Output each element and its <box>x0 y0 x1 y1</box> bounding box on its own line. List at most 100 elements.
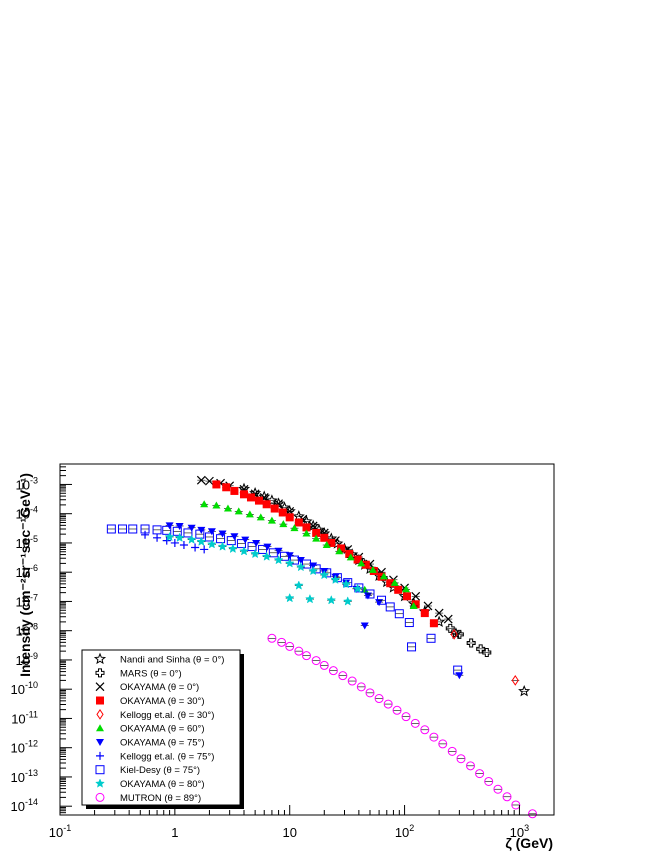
data-point <box>337 544 346 553</box>
data-point <box>347 676 357 686</box>
data-point <box>186 534 197 544</box>
data-point <box>254 496 263 505</box>
legend-label: OKAYAMA (θ = 80°) <box>120 779 205 790</box>
data-point <box>407 642 417 652</box>
data-point <box>330 574 341 584</box>
data-point <box>279 551 289 561</box>
data-point <box>200 545 209 554</box>
legend-entry: MUTRON (θ = 89°) <box>95 792 201 804</box>
data-point <box>204 532 214 542</box>
data-point <box>290 524 299 532</box>
data-point <box>293 580 304 590</box>
legend-entry: OKAYAMA (θ = 80°) <box>95 778 205 790</box>
data-point <box>267 516 276 524</box>
data-point <box>484 776 494 786</box>
data-point <box>295 561 306 572</box>
series-1 <box>445 623 492 657</box>
legend-entry: MARS (θ = 0°) <box>95 668 182 679</box>
data-point <box>179 541 188 550</box>
legend-label: MARS (θ = 0°) <box>120 668 182 679</box>
data-point <box>196 536 207 546</box>
data-point <box>294 518 303 527</box>
data-point <box>267 633 277 643</box>
x-axis: 10-1 1 10 102 103 <box>49 805 555 840</box>
data-point <box>365 688 375 698</box>
data-point <box>175 522 184 530</box>
data-point <box>302 523 311 532</box>
series-5 <box>200 500 418 609</box>
data-point <box>273 554 284 565</box>
data-point <box>345 549 354 558</box>
data-point <box>409 601 418 609</box>
series-4 <box>450 628 520 686</box>
data-point <box>227 543 238 554</box>
legend-label: OKAYAMA (θ = 75°) <box>120 738 205 749</box>
data-point <box>236 539 246 549</box>
y-tick-label: 10-9 <box>16 651 38 668</box>
data-point <box>294 646 304 656</box>
data-point <box>328 666 338 676</box>
data-point <box>353 555 362 564</box>
data-point <box>420 725 430 735</box>
data-point <box>402 585 411 593</box>
data-point <box>518 684 531 697</box>
data-point <box>258 490 271 502</box>
legend-marker <box>96 724 104 732</box>
data-point <box>230 486 239 495</box>
data-point <box>341 579 352 589</box>
data-point <box>356 682 366 692</box>
data-point <box>250 548 261 559</box>
y-axis-title: Intensity (cm⁻²sr⁻¹sec⁻¹GeV⁻¹) <box>17 473 33 677</box>
data-point <box>191 543 200 552</box>
data-point <box>212 501 221 509</box>
data-point <box>207 528 216 536</box>
data-point <box>222 483 231 492</box>
y-tick-label: 10-5 <box>16 534 38 551</box>
data-point <box>404 618 414 628</box>
y-tick-label: 10-3 <box>16 475 38 492</box>
data-point <box>217 541 228 551</box>
data-point <box>128 524 138 534</box>
y-tick-label: 10-4 <box>16 505 38 522</box>
data-point <box>511 674 519 686</box>
legend-entry: Kiel-Desy (θ = 75°) <box>95 765 200 776</box>
legend-marker <box>95 682 105 692</box>
data-point <box>456 754 466 764</box>
legend-marker <box>95 765 105 775</box>
data-point <box>447 746 457 756</box>
data-point <box>164 531 175 542</box>
data-point <box>277 637 287 647</box>
data-point <box>357 559 366 567</box>
series-10 <box>267 633 538 819</box>
data-point <box>153 533 162 542</box>
data-point <box>240 490 249 499</box>
legend-label: MUTRON (θ = 89°) <box>120 793 201 804</box>
series-9 <box>164 531 363 606</box>
legend-marker <box>95 778 105 788</box>
data-point <box>262 500 271 509</box>
data-point <box>284 558 295 568</box>
data-point <box>454 629 464 639</box>
data-point <box>410 718 420 728</box>
x-tick-label: 10-1 <box>49 823 71 840</box>
data-point <box>106 524 116 534</box>
data-point <box>152 525 162 535</box>
data-point <box>246 493 255 502</box>
legend-entry: Nandi and Sinha (θ = 0°) <box>93 652 224 665</box>
legend: Nandi and Sinha (θ = 0°) MARS (θ = 0°) OKA… <box>81 649 244 809</box>
data-point <box>261 551 272 561</box>
data-point <box>394 609 404 619</box>
data-point <box>368 565 377 573</box>
legend-label: OKAYAMA (θ = 30°) <box>120 696 205 707</box>
data-point <box>429 619 438 628</box>
data-point <box>162 525 172 535</box>
legend-label: OKAYAMA (θ = 60°) <box>120 724 205 735</box>
data-point <box>466 638 476 648</box>
y-tick-label: 10-12 <box>11 739 38 756</box>
data-point <box>383 699 393 709</box>
data-point <box>284 592 295 603</box>
data-point <box>140 524 150 534</box>
data-point <box>308 565 319 576</box>
legend-label: Nandi and Sinha (θ = 0°) <box>120 654 224 665</box>
